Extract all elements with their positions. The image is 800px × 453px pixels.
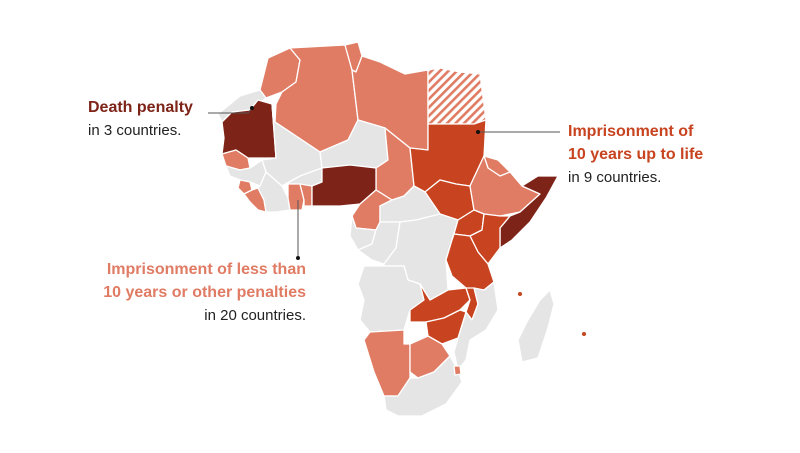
legend-death-title: Death penalty xyxy=(88,99,193,116)
legend-imprisonment-less: Imprisonment of less than 10 years or ot… xyxy=(60,258,306,327)
leader-death-dot xyxy=(250,106,254,110)
legend-death-count: in 3 countries. xyxy=(88,122,182,139)
leader-less-dot xyxy=(296,256,300,260)
country-kenya xyxy=(469,213,511,265)
legend-life-title-line1: Imprisonment of xyxy=(568,123,694,140)
legend-death-penalty: Death penalty in 3 countries. xyxy=(88,96,193,142)
country-seychelles xyxy=(518,292,522,296)
legend-imprisonment-life: Imprisonment of 10 years up to life in 9… xyxy=(568,120,703,189)
legend-less-count: in 20 countries. xyxy=(204,307,306,324)
country-namibia xyxy=(363,329,411,397)
legend-less-title-line2: 10 years or other penalties xyxy=(103,284,306,301)
legend-less-title-line1: Imprisonment of less than xyxy=(106,261,306,278)
country-eswatini xyxy=(453,365,462,376)
legend-life-title-line2: 10 years up to life xyxy=(568,146,704,163)
country-egypt xyxy=(427,67,487,125)
country-somalia xyxy=(499,175,559,249)
country-togo xyxy=(299,183,313,207)
country-madagascar xyxy=(517,289,555,363)
leader-death xyxy=(208,107,253,114)
legend-life-count: in 9 countries. xyxy=(568,169,662,186)
leader-life-dot xyxy=(476,130,480,134)
country-mozambique xyxy=(453,281,499,371)
country-mauritius xyxy=(582,332,586,336)
